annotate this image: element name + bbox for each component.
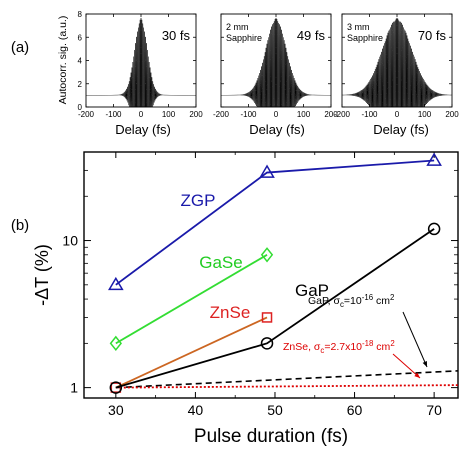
y-tick-label: 10 bbox=[62, 233, 78, 249]
pulse-duration-label: 49 fs bbox=[297, 28, 326, 43]
panel-a-x-axis-label: Delay (fs) bbox=[249, 122, 305, 137]
data-point bbox=[426, 152, 442, 166]
data-point bbox=[261, 312, 273, 323]
panel-label-b: (b) bbox=[11, 217, 29, 234]
panel-a-x-axis-label: Delay (fs) bbox=[373, 122, 429, 137]
y-tick-label: 8 bbox=[78, 10, 83, 19]
series-gase bbox=[109, 247, 274, 352]
series-znse bbox=[110, 312, 273, 393]
x-tick-label: -100 bbox=[240, 110, 257, 119]
data-point bbox=[109, 335, 122, 352]
x-tick-label: -200 bbox=[78, 110, 95, 119]
series-line bbox=[115, 316, 268, 389]
x-tick-label: 200 bbox=[324, 110, 338, 119]
autocorrelation-trace bbox=[86, 17, 196, 108]
panel-a-x-axis-label: Delay (fs) bbox=[115, 122, 171, 137]
fit-annotation-gap: GaP, σc=10-16 cm2 bbox=[308, 293, 394, 309]
y-tick-label: 0 bbox=[78, 103, 83, 112]
data-point bbox=[427, 222, 441, 236]
series-zgp bbox=[108, 152, 442, 291]
series-label-zgp: ZGP bbox=[181, 191, 216, 210]
x-tick-label: 200 bbox=[445, 110, 459, 119]
x-tick-label: -200 bbox=[213, 110, 230, 119]
series-gap bbox=[109, 222, 441, 394]
x-tick-label: 100 bbox=[297, 110, 311, 119]
x-tick-label: 30 bbox=[108, 402, 124, 418]
y-tick-label: 6 bbox=[78, 33, 83, 42]
x-tick-label: -200 bbox=[334, 110, 351, 119]
x-tick-label: 60 bbox=[347, 402, 363, 418]
panel-b-y-axis-label: -ΔT (%) bbox=[32, 244, 52, 306]
data-point bbox=[259, 164, 275, 178]
fit-line-1 bbox=[115, 370, 459, 389]
x-tick-label: 100 bbox=[162, 110, 176, 119]
x-tick-label: -100 bbox=[105, 110, 122, 119]
data-point bbox=[110, 382, 122, 393]
data-point bbox=[260, 337, 274, 350]
series-line bbox=[115, 159, 435, 286]
panel-label-a: (a) bbox=[11, 39, 29, 56]
series-label-gap: GaP bbox=[295, 281, 329, 300]
x-tick-label: 40 bbox=[188, 402, 204, 418]
data-point bbox=[108, 276, 124, 291]
arrow-znse-fit bbox=[392, 353, 421, 379]
x-tick-label: 200 bbox=[189, 110, 203, 119]
panel-b-x-axis-label: Pulse duration (fs) bbox=[194, 426, 348, 447]
autocorrelation-trace bbox=[341, 17, 453, 108]
y-tick-label: 1 bbox=[70, 380, 78, 396]
series-line bbox=[115, 254, 268, 345]
fit-annotation-znse: ZnSe, σc=2.7x10-18 cm2 bbox=[283, 339, 395, 355]
x-tick-label: 0 bbox=[395, 110, 400, 119]
y-tick-label: 4 bbox=[78, 57, 83, 66]
y-tick-label: 2 bbox=[78, 80, 83, 89]
autocorr-subplot-1: -200 -100 0 100 200 0 2 4 6 8 30 fs bbox=[78, 10, 204, 119]
x-tick-label: -100 bbox=[361, 110, 378, 119]
x-tick-label: 50 bbox=[267, 402, 283, 418]
sample-note: Sapphire bbox=[226, 33, 262, 43]
series-line bbox=[115, 228, 435, 389]
fit-line-2 bbox=[115, 384, 459, 389]
panel-b-frame bbox=[83, 151, 459, 399]
x-tick-label: 70 bbox=[426, 402, 442, 418]
sample-note: Sapphire bbox=[347, 33, 383, 43]
arrow-gap-fit bbox=[402, 311, 428, 368]
series-label-gase: GaSe bbox=[199, 253, 242, 272]
panel-a-y-axis-label: Autocorr. sig. (a.u.) bbox=[57, 16, 69, 105]
data-point bbox=[109, 381, 123, 394]
pulse-duration-label: 30 fs bbox=[162, 28, 191, 43]
data-point bbox=[260, 247, 274, 263]
x-tick-label: 0 bbox=[274, 110, 279, 119]
arrow-znse-fit-head bbox=[414, 372, 420, 378]
x-tick-label: 0 bbox=[139, 110, 144, 119]
sample-note: 2 mm bbox=[226, 22, 249, 32]
arrow-gap-fit-head bbox=[422, 361, 427, 367]
autocorrelation-trace bbox=[221, 17, 331, 108]
x-tick-label: 100 bbox=[418, 110, 432, 119]
pulse-duration-label: 70 fs bbox=[418, 28, 447, 43]
sample-note: 3 mm bbox=[347, 22, 370, 32]
series-label-znse: ZnSe bbox=[210, 303, 251, 322]
